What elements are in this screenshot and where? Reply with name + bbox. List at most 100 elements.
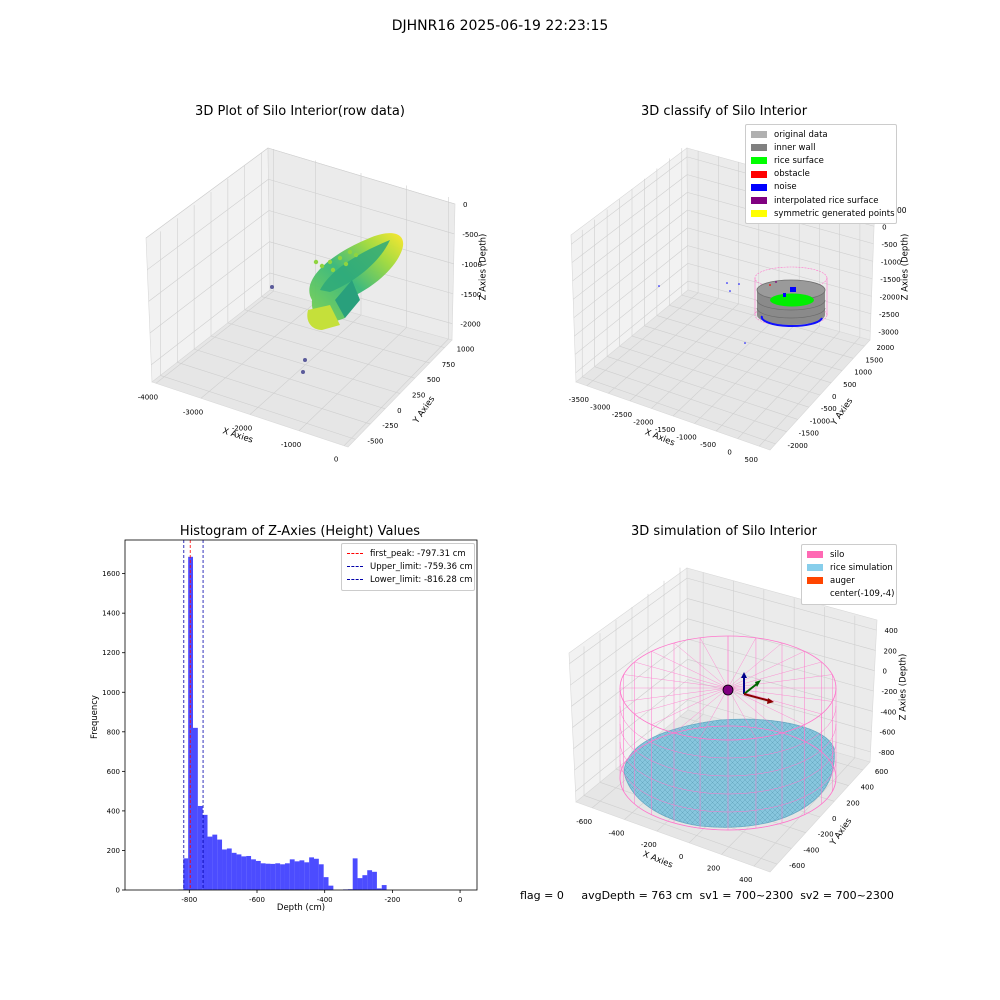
histogram-bar	[251, 859, 256, 890]
histogram-frame	[124, 539, 478, 891]
silo-roof-spoke	[699, 637, 729, 689]
classify-x-tick: -3000	[590, 403, 610, 411]
classify-legend-item: rice surface	[751, 154, 891, 167]
simulation-x-tick: -200	[641, 841, 657, 849]
classify-y-tick: 0	[832, 393, 836, 401]
classify-z-grid	[571, 174, 688, 263]
simulation-z-tick: -400	[881, 708, 897, 716]
simulation-legend: silo rice simulation auger center(-109,-4)	[801, 544, 897, 605]
raw-z-grid	[268, 178, 455, 235]
simulation-axes-ticks: -600-400-2000200400-600-400-200020040060…	[576, 627, 898, 884]
classify-legend-swatch	[751, 131, 767, 139]
classify-y-tick: 1500	[865, 356, 883, 364]
simulation-z-grid	[572, 638, 688, 728]
classify-legend-label: inner wall	[774, 142, 816, 153]
histogram-bar	[222, 849, 227, 890]
classify-legend-item: inner wall	[751, 141, 891, 154]
raw-x-tick: -3000	[183, 408, 203, 416]
histogram-bar	[197, 805, 203, 890]
classify-z-grid	[687, 209, 873, 262]
simulation-legend-swatch	[807, 551, 823, 559]
histogram-x-tick-label: -600	[249, 896, 265, 904]
histogram-bar	[236, 854, 242, 890]
histogram-legend-label: Upper_limit: -759.36 cm	[370, 561, 473, 572]
simulation-silo-wireframe	[619, 635, 837, 831]
histogram-ref-lines	[183, 540, 204, 890]
classify-z-grid	[574, 263, 689, 355]
raw-z-grid	[268, 210, 454, 265]
classify-y-grid	[607, 356, 798, 420]
classify-axes-panes	[570, 147, 876, 451]
histogram-y-tick-label: 800	[107, 728, 120, 736]
raw-axes-grid	[145, 147, 456, 446]
histogram-bar	[183, 858, 189, 890]
classify-legend-swatch	[751, 183, 767, 191]
simulation-legend-swatch	[807, 591, 823, 598]
simulation-z-tick: 200	[884, 647, 897, 655]
raw-y-grid	[160, 375, 356, 440]
classify-legend-item: interpolated rice surface	[751, 194, 891, 207]
raw-y-tick: -250	[382, 422, 398, 430]
histogram-legend: first_peak: -797.31 cm Upper_limit: -759.…	[341, 543, 475, 591]
simulation-x-tick: 0	[679, 853, 683, 861]
raw-x-tick: -2000	[232, 425, 252, 433]
histogram-legend-item: first_peak: -797.31 cm	[347, 547, 469, 560]
histogram-legend-swatch	[347, 566, 363, 568]
classify-legend-label: noise	[774, 182, 797, 193]
histogram-bar	[275, 863, 281, 890]
raw-floor-pane	[151, 289, 453, 448]
raw-y-grid	[261, 296, 445, 348]
histogram-legend-item: Upper_limit: -759.36 cm	[347, 560, 473, 573]
raw-z-grid	[267, 147, 456, 205]
classify-x-tick: -2500	[612, 411, 632, 419]
raw-plot-title: 3D Plot of Silo Interior(row data)	[195, 104, 405, 119]
classify-legend: original data inner wall rice surface obsta…	[745, 124, 897, 225]
histogram-bar	[362, 875, 368, 890]
simulation-y-tick: -600	[789, 862, 805, 870]
simulation-legend-item: center(-109,-4)	[807, 588, 894, 601]
silo-roof-spoke	[727, 687, 757, 739]
simulation-legend-swatch	[807, 564, 823, 572]
classify-rice-surface	[770, 293, 814, 307]
simulation-z-tick: -800	[879, 749, 895, 757]
histogram-legend-item: Lower_limit: -816.28 cm	[347, 573, 472, 586]
classify-legend-swatch	[751, 197, 767, 205]
silo-roof-spoke	[727, 674, 833, 689]
histogram-y-tick-label: 600	[107, 768, 120, 776]
classify-legend-item: obstacle	[751, 168, 891, 181]
histogram-legend-swatch	[347, 579, 363, 581]
raw-3d-plot: -4000 -3000 -2000 -1000 0 -500 -250 0 2505007501…	[138, 147, 482, 464]
raw-y-grid	[244, 309, 430, 364]
raw-scatter-point	[313, 259, 319, 265]
silo-roof-spoke	[623, 674, 729, 689]
classify-z-grid	[572, 192, 688, 282]
histogram-bar	[246, 855, 252, 890]
histogram-bar	[188, 556, 193, 890]
histogram-bar	[280, 864, 285, 890]
simulation-legend-label: auger	[830, 575, 855, 586]
classify-y-tick: 500	[843, 381, 856, 389]
histogram-x-label: Depth (cm)	[276, 903, 326, 913]
histogram-bar	[304, 862, 310, 890]
simulation-z-tick: 400	[885, 627, 898, 635]
histogram-y-tick-label: 1400	[102, 610, 120, 618]
histogram-y-tick-label: 1600	[102, 570, 120, 578]
histogram-bar	[207, 836, 213, 890]
histogram-bar	[381, 885, 387, 890]
simulation-z-grid	[687, 618, 875, 672]
histogram-y-tick-label: 0	[116, 887, 120, 895]
raw-y-tick: -500	[367, 437, 383, 445]
classify-y-tick: -1500	[799, 430, 819, 438]
raw-axes-ticks: -4000 -3000 -2000 -1000 0 -500 -250 0 2505007501…	[138, 201, 482, 464]
classify-x-tick: 500	[745, 456, 758, 464]
classify-legend-label: obstacle	[774, 169, 810, 180]
raw-z-tick: -500	[462, 231, 478, 239]
histogram-bar	[313, 858, 319, 890]
histogram-bar	[294, 861, 300, 890]
classify-z-grid	[573, 227, 688, 318]
status-line: flag = 0 avgDepth = 763 cm sv1 = 700~230…	[520, 889, 894, 902]
simulation-y-tick: 0	[832, 815, 836, 823]
classify-z-tick: -1500	[880, 276, 900, 284]
classify-z-tick: -500	[881, 241, 897, 249]
silo-roof-spoke	[634, 687, 729, 715]
